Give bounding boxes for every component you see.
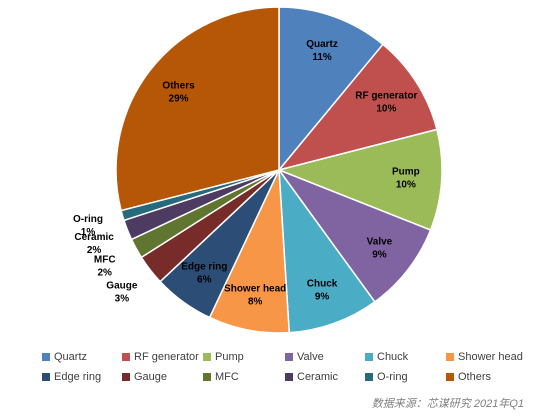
legend-label: Quartz	[54, 351, 87, 363]
legend-label: Chuck	[377, 351, 409, 363]
slice-value-label: 11%	[312, 52, 332, 63]
slice-value-label: 10%	[396, 180, 416, 191]
legend-label: O-ring	[377, 371, 408, 383]
pie-slice	[278, 167, 376, 334]
legend-swatch	[446, 373, 454, 381]
slice-value-label: 2%	[87, 245, 102, 256]
legend-swatch	[365, 353, 373, 361]
pie-slice	[278, 6, 384, 173]
slice-value-label: 6%	[197, 274, 212, 285]
slice-label: Edge ring	[181, 261, 227, 272]
legend-swatch	[285, 373, 293, 381]
legend-label: Ceramic	[297, 371, 338, 383]
legend-swatch	[122, 373, 130, 381]
slice-value-label: 1%	[81, 227, 96, 238]
slice-label: Shower head	[224, 284, 286, 295]
slice-label: O-ring	[73, 214, 103, 225]
slice-value-label: 9%	[372, 250, 387, 261]
legend-label: Edge ring	[54, 371, 101, 383]
legend-label: Pump	[215, 351, 244, 363]
slice-value-label: 2%	[98, 267, 113, 278]
legend-swatch	[203, 373, 211, 381]
legend-swatch	[122, 353, 130, 361]
legend-swatch	[42, 353, 50, 361]
slice-label: Pump	[392, 167, 420, 178]
legend-swatch	[285, 353, 293, 361]
slice-label: Valve	[367, 237, 393, 248]
legend-label: Gauge	[134, 371, 167, 383]
slice-label: RF generator	[355, 91, 417, 102]
legend-swatch	[365, 373, 373, 381]
pie-slice	[276, 128, 443, 231]
legend-label: MFC	[215, 371, 239, 383]
slice-value-label: 10%	[376, 104, 396, 115]
slice-label: Others	[162, 81, 195, 92]
legend-label: Valve	[297, 351, 324, 363]
legend-swatch	[203, 353, 211, 361]
slice-value-label: 8%	[248, 297, 263, 308]
slice-label: Quartz	[306, 39, 338, 50]
slice-label: Chuck	[307, 278, 338, 289]
slice-label: Ceramic	[74, 232, 114, 243]
legend-label: Others	[458, 371, 492, 383]
legend-label: Shower head	[458, 351, 523, 363]
slice-value-label: 3%	[115, 294, 130, 305]
pie-slice	[276, 43, 438, 172]
pie-slice	[276, 168, 432, 303]
slice-label: MFC	[94, 254, 116, 265]
pie-slice	[115, 6, 280, 212]
slice-value-label: 29%	[169, 94, 189, 105]
slice-value-label: 9%	[315, 291, 330, 302]
legend-swatch	[446, 353, 454, 361]
slice-label: Gauge	[106, 281, 138, 292]
source-note: 数据来源：芯谋研究 2021年Q1	[372, 397, 524, 410]
legend-swatch	[42, 373, 50, 381]
legend-label: RF generator	[134, 351, 199, 363]
